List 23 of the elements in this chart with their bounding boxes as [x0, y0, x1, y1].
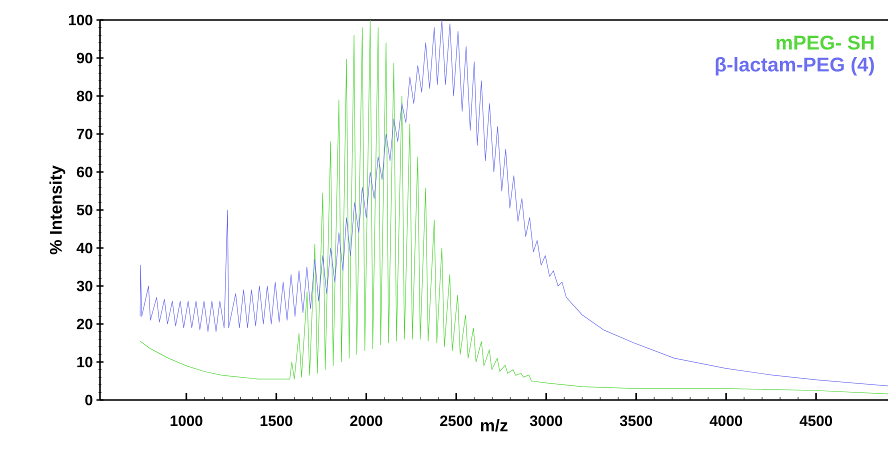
y-tick-label: 10	[77, 356, 92, 368]
y-tick-label: 70	[77, 128, 92, 140]
x-tick-label: 2500	[440, 416, 472, 426]
y-tick-label: 80	[76, 90, 92, 102]
y-tick-label: 40	[76, 242, 92, 254]
y-tick-label: 0	[85, 394, 92, 406]
x-tick-label: 1500	[260, 416, 292, 426]
y-tick-label: 60	[76, 166, 92, 178]
x-axis-title: m/z	[481, 418, 508, 432]
x-tick-label: 2000	[350, 416, 382, 426]
y-tick-label: 20	[76, 318, 92, 330]
y-axis-title: % Intensity	[49, 165, 66, 254]
y-tick-label: 90	[76, 52, 92, 64]
y-tick-label: 100	[68, 14, 92, 26]
y-tick-label: 30	[76, 280, 92, 292]
text: mPEG- SH	[776, 36, 874, 50]
x-tick-label: 1000	[170, 416, 202, 426]
text: β-lactam-PEG (4)	[716, 56, 874, 76]
x-tick-label: 4000	[710, 416, 742, 426]
y-tick-label: 50	[76, 204, 92, 216]
x-tick-label: 3000	[530, 416, 562, 426]
x-tick-label: 4500	[800, 416, 832, 426]
x-tick-label: 3500	[620, 416, 652, 426]
